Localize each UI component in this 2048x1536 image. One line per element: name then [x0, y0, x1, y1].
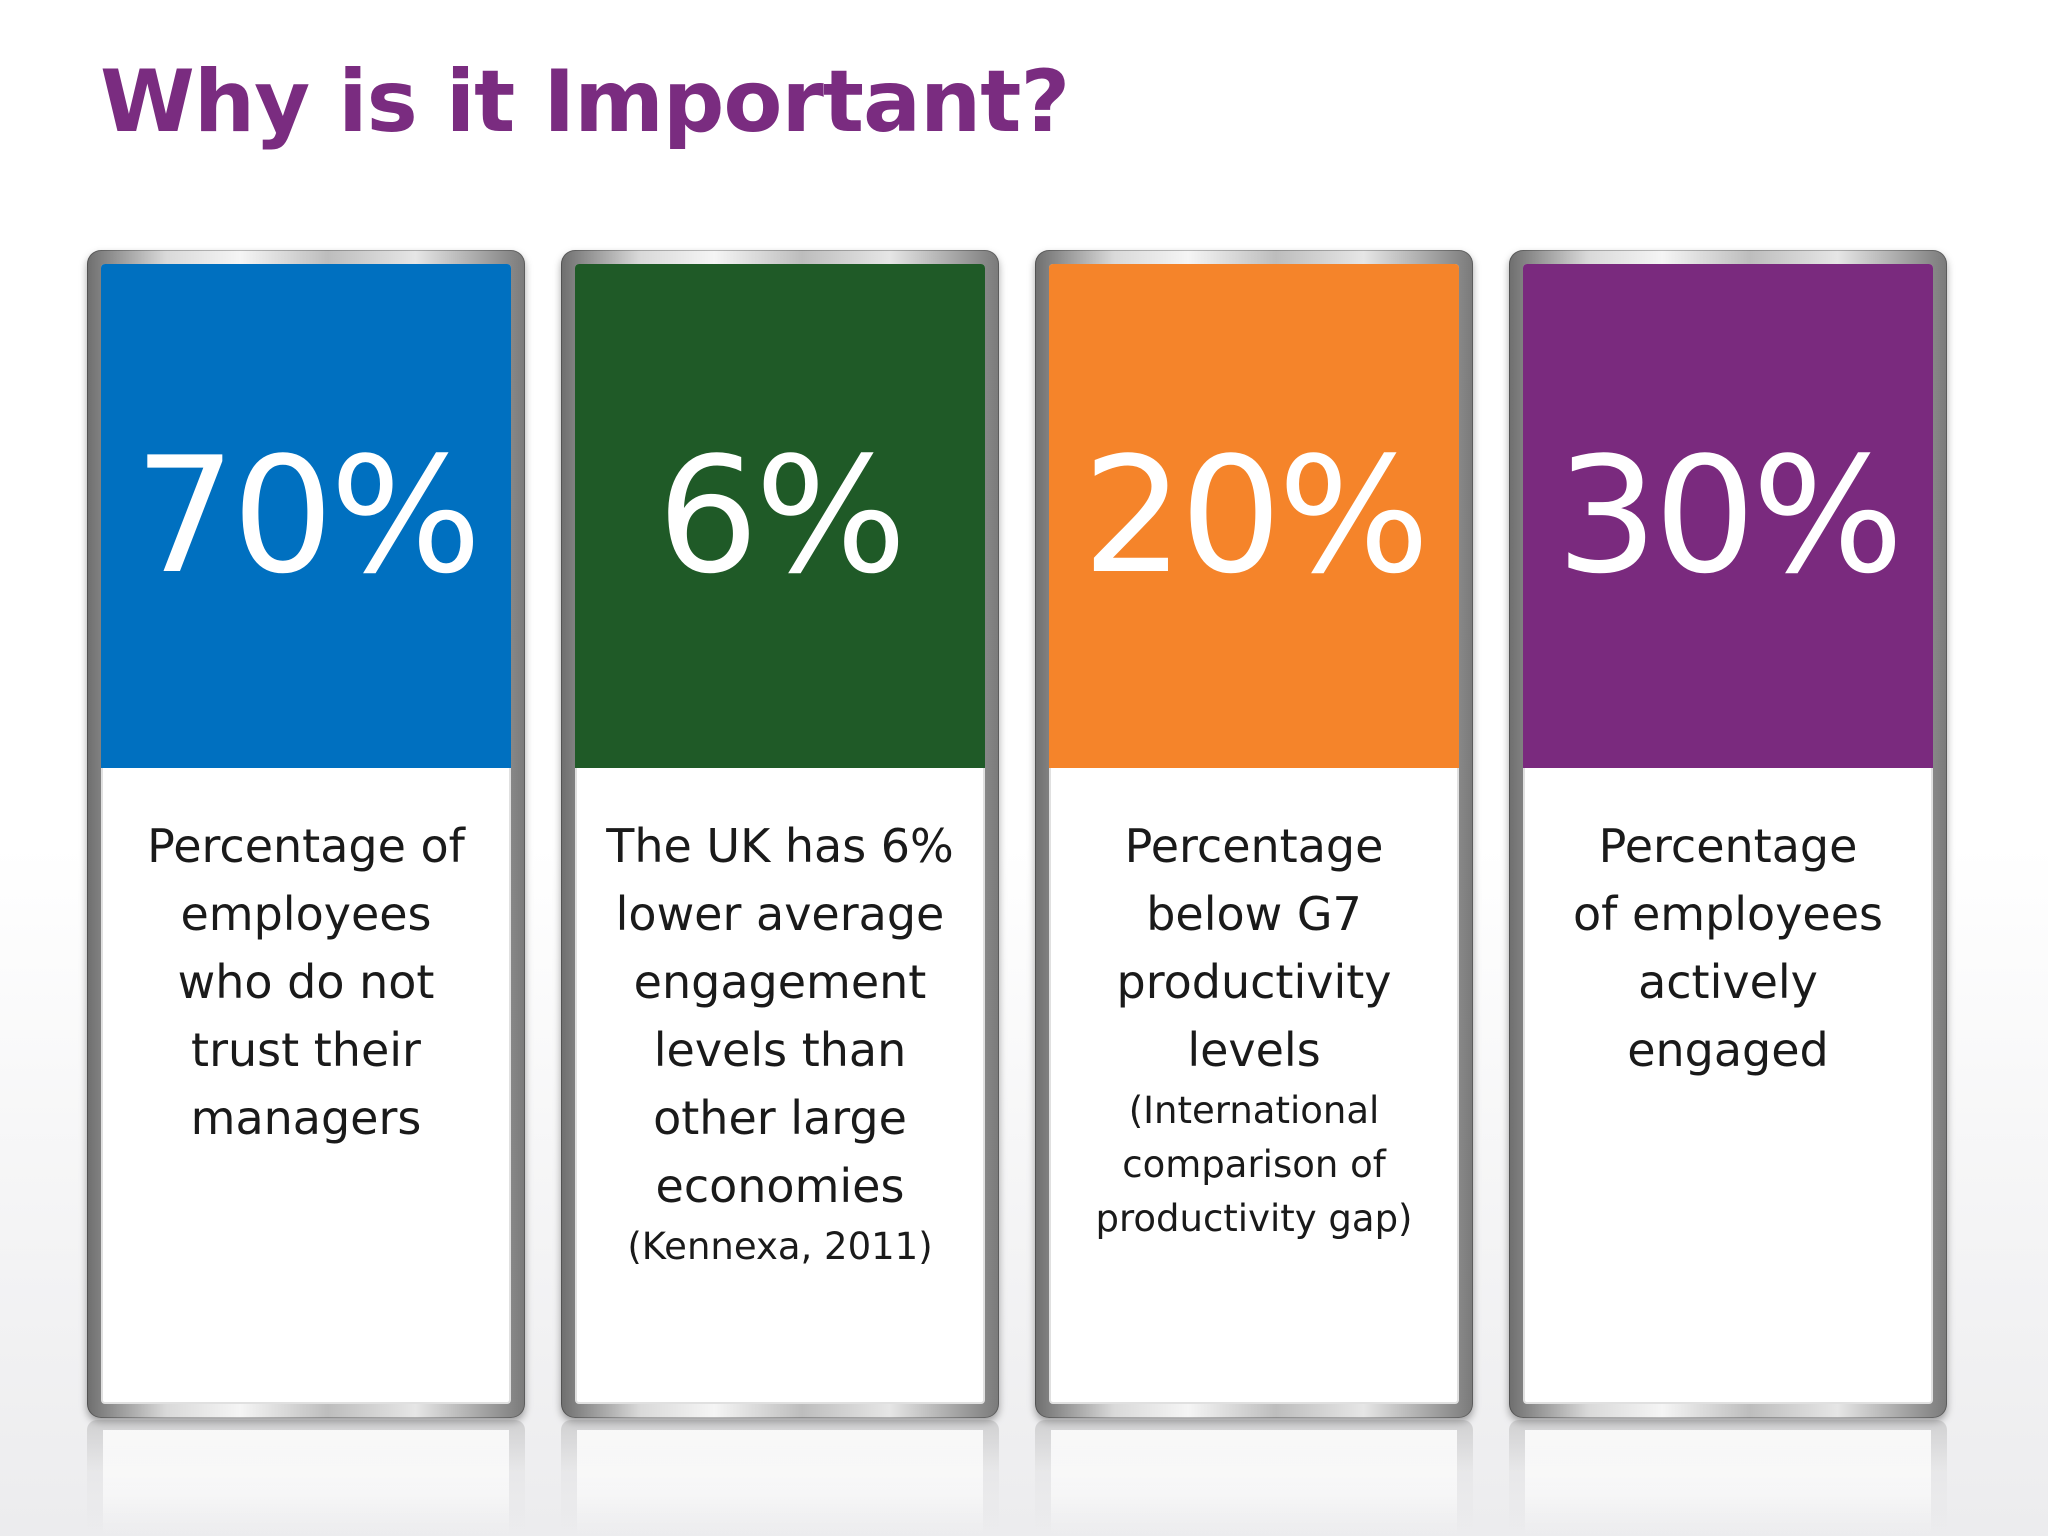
stat-description: Percentage of employees actively engaged	[1573, 819, 1883, 1077]
stat-value: 70%	[134, 422, 482, 609]
stat-description-block: The UK has 6% lower average engagement l…	[575, 768, 985, 1274]
stat-value: 20%	[1082, 422, 1430, 609]
card-reflection	[561, 1420, 999, 1536]
card-reflection	[1509, 1420, 1947, 1536]
stat-value-block: 30%	[1523, 264, 1933, 768]
stat-description-block: Percentage of employees actively engaged	[1523, 768, 1933, 1084]
stat-description-block: Percentage below G7 productivity levels …	[1049, 768, 1459, 1246]
stat-card-productivity: 20% Percentage below G7 productivity lev…	[1035, 250, 1473, 1418]
stat-value: 30%	[1556, 422, 1904, 609]
stat-card-trust: 70% Percentage of employees who do not t…	[87, 250, 525, 1418]
stat-card-panel: 20% Percentage below G7 productivity lev…	[1049, 264, 1459, 1404]
stat-description: The UK has 6% lower average engagement l…	[606, 819, 954, 1213]
stat-description-block: Percentage of employees who do not trust…	[101, 768, 511, 1152]
stat-card-panel: 70% Percentage of employees who do not t…	[101, 264, 511, 1404]
stat-value: 6%	[657, 422, 907, 609]
card-reflection	[1035, 1420, 1473, 1536]
stat-description: Percentage below G7 productivity levels	[1116, 819, 1392, 1077]
stat-card-panel: 6% The UK has 6% lower average engagemen…	[575, 264, 985, 1404]
stat-card-active-engagement: 30% Percentage of employees actively eng…	[1509, 250, 1947, 1418]
stat-value-block: 70%	[101, 264, 511, 768]
stat-description: Percentage of employees who do not trust…	[147, 819, 465, 1145]
stat-source-note: (International comparison of productivit…	[1095, 1089, 1413, 1240]
stat-card-engagement-gap: 6% The UK has 6% lower average engagemen…	[561, 250, 999, 1418]
stat-value-block: 20%	[1049, 264, 1459, 768]
slide-title: Why is it Important?	[100, 52, 1070, 152]
stat-value-block: 6%	[575, 264, 985, 768]
stat-source-note: (Kennexa, 2011)	[627, 1225, 933, 1268]
card-reflection	[87, 1420, 525, 1536]
stat-card-panel: 30% Percentage of employees actively eng…	[1523, 264, 1933, 1404]
